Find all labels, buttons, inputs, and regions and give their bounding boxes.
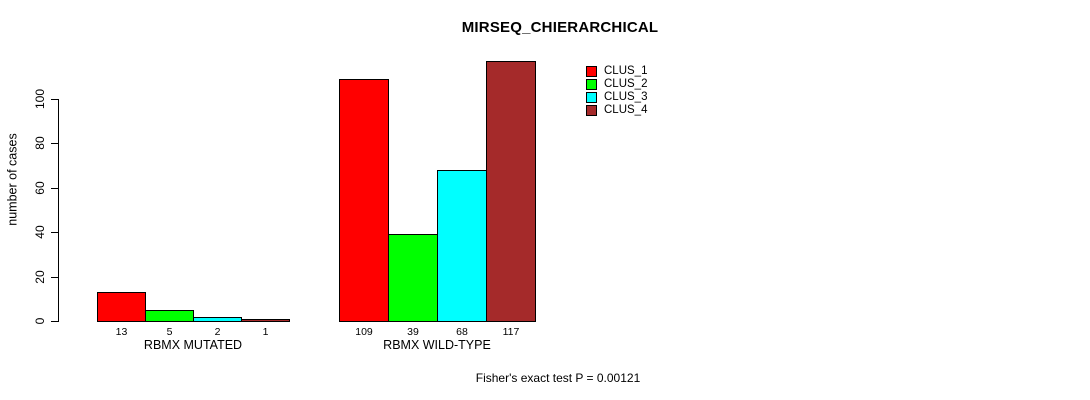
y-tick-label-60: 60 [33,181,47,195]
bar-clus-4-rbmx-wild-type [486,61,536,322]
y-tick-label-0: 0 [33,317,47,325]
bar-value-label-clus-2-rbmx-mutated: 5 [166,326,173,338]
chart-title: MIRSEQ_CHIERARCHICAL [461,19,659,36]
y-tick-label-40: 40 [33,225,47,239]
y-tick-label-20: 20 [33,270,47,284]
y-axis-label: number of cases [5,133,20,226]
bar-clus-3-rbmx-mutated [193,317,242,322]
bar-value-label-clus-2-rbmx-wild-type: 39 [407,326,419,338]
y-tick-mark-40 [51,232,58,233]
y-tick-mark-20 [51,277,58,278]
legend-label-clus-4: CLUS_4 [604,104,648,116]
legend-label-clus-2: CLUS_2 [604,78,648,90]
legend-swatch-clus-3 [586,92,597,103]
y-tick-mark-100 [51,99,58,100]
bar-value-label-clus-4-rbmx-mutated: 1 [262,326,269,338]
legend-label-clus-3: CLUS_3 [604,91,648,103]
legend-swatch-clus-2 [586,79,597,90]
legend-label-clus-1: CLUS_1 [604,65,648,77]
category-label-rbmx-mutated: RBMX MUTATED [143,338,243,352]
y-tick-label-80: 80 [33,136,47,150]
bar-value-label-clus-4-rbmx-wild-type: 117 [502,326,520,338]
bar-clus-2-rbmx-mutated [145,310,194,322]
bar-value-label-clus-3-rbmx-mutated: 2 [214,326,221,338]
y-tick-mark-80 [51,143,58,144]
category-label-rbmx-wild-type: RBMX WILD-TYPE [383,338,491,352]
bar-clus-1-rbmx-wild-type [339,79,389,322]
bar-clus-3-rbmx-wild-type [437,170,487,322]
y-tick-mark-0 [51,321,58,322]
y-tick-mark-60 [51,188,58,189]
y-axis-line [58,99,59,322]
bar-clus-2-rbmx-wild-type [388,234,438,322]
legend-swatch-clus-4 [586,105,597,116]
annotation-text: Fisher's exact test P = 0.00121 [475,371,641,385]
y-tick-label-100: 100 [33,88,47,110]
bar-clus-4-rbmx-mutated [241,319,290,322]
bar-value-label-clus-1-rbmx-wild-type: 109 [355,326,373,338]
legend-swatch-clus-1 [586,66,597,77]
bar-value-label-clus-3-rbmx-wild-type: 68 [456,326,468,338]
bar-clus-1-rbmx-mutated [97,292,146,322]
bar-value-label-clus-1-rbmx-mutated: 13 [115,326,128,338]
